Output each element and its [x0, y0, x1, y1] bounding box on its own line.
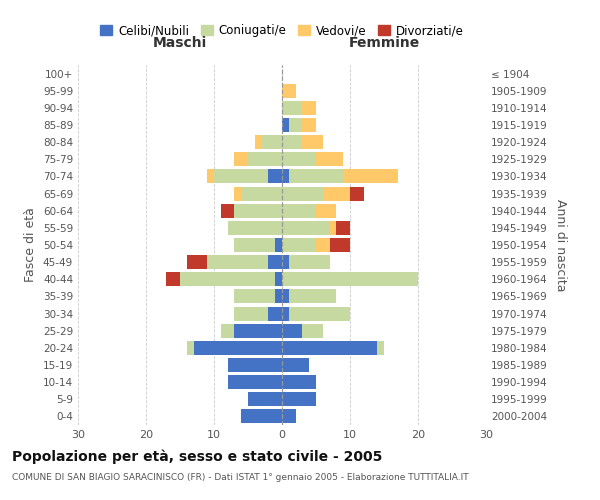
Bar	[241, 410, 282, 424]
Bar	[282, 255, 289, 269]
Bar	[282, 410, 296, 424]
Bar	[289, 290, 337, 304]
Bar	[302, 135, 323, 149]
Bar	[316, 152, 343, 166]
Legend: Celibi/Nubili, Coniugati/e, Vedovi/e, Divorziati/e: Celibi/Nubili, Coniugati/e, Vedovi/e, Di…	[97, 20, 467, 40]
Bar	[282, 170, 289, 183]
Bar	[302, 324, 323, 338]
Bar	[235, 238, 275, 252]
Bar	[268, 255, 282, 269]
Bar	[323, 186, 350, 200]
Bar	[275, 238, 282, 252]
Bar	[289, 170, 343, 183]
Bar	[235, 290, 275, 304]
Bar	[329, 221, 337, 235]
Bar	[282, 272, 418, 286]
Bar	[316, 238, 329, 252]
Bar	[282, 392, 316, 406]
Bar	[166, 272, 180, 286]
Bar	[248, 152, 282, 166]
Bar	[282, 358, 309, 372]
Bar	[302, 118, 316, 132]
Text: Popolazione per età, sesso e stato civile - 2005: Popolazione per età, sesso e stato civil…	[12, 450, 382, 464]
Bar	[227, 221, 282, 235]
Bar	[235, 152, 248, 166]
Bar	[268, 306, 282, 320]
Bar	[289, 118, 302, 132]
Bar	[282, 324, 302, 338]
Bar	[180, 272, 275, 286]
Bar	[289, 306, 350, 320]
Bar	[268, 170, 282, 183]
Bar	[221, 204, 235, 218]
Bar	[248, 392, 282, 406]
Bar	[337, 221, 350, 235]
Bar	[227, 358, 282, 372]
Bar	[187, 341, 194, 355]
Bar	[221, 324, 235, 338]
Bar	[227, 375, 282, 389]
Bar	[235, 324, 282, 338]
Bar	[282, 84, 296, 98]
Text: Maschi: Maschi	[153, 36, 207, 50]
Bar	[282, 375, 316, 389]
Bar	[207, 170, 214, 183]
Bar	[241, 186, 282, 200]
Bar	[235, 306, 268, 320]
Bar	[329, 238, 350, 252]
Bar	[262, 135, 282, 149]
Bar	[282, 204, 316, 218]
Bar	[377, 341, 384, 355]
Bar	[282, 118, 289, 132]
Bar	[275, 272, 282, 286]
Bar	[282, 341, 377, 355]
Bar	[207, 255, 268, 269]
Text: Femmine: Femmine	[349, 36, 419, 50]
Bar	[255, 135, 262, 149]
Bar	[214, 170, 268, 183]
Bar	[350, 186, 364, 200]
Bar	[282, 290, 289, 304]
Text: COMUNE DI SAN BIAGIO SARACINISCO (FR) - Dati ISTAT 1° gennaio 2005 - Elaborazion: COMUNE DI SAN BIAGIO SARACINISCO (FR) - …	[12, 472, 469, 482]
Bar	[282, 238, 316, 252]
Bar	[187, 255, 207, 269]
Bar	[302, 101, 316, 115]
Bar	[275, 290, 282, 304]
Bar	[194, 341, 282, 355]
Y-axis label: Anni di nascita: Anni di nascita	[554, 198, 567, 291]
Bar	[235, 186, 241, 200]
Bar	[235, 204, 282, 218]
Bar	[282, 221, 329, 235]
Bar	[343, 170, 398, 183]
Bar	[289, 255, 329, 269]
Bar	[282, 306, 289, 320]
Bar	[282, 152, 316, 166]
Bar	[316, 204, 337, 218]
Bar	[282, 135, 302, 149]
Y-axis label: Fasce di età: Fasce di età	[25, 208, 37, 282]
Bar	[282, 101, 302, 115]
Bar	[282, 186, 323, 200]
